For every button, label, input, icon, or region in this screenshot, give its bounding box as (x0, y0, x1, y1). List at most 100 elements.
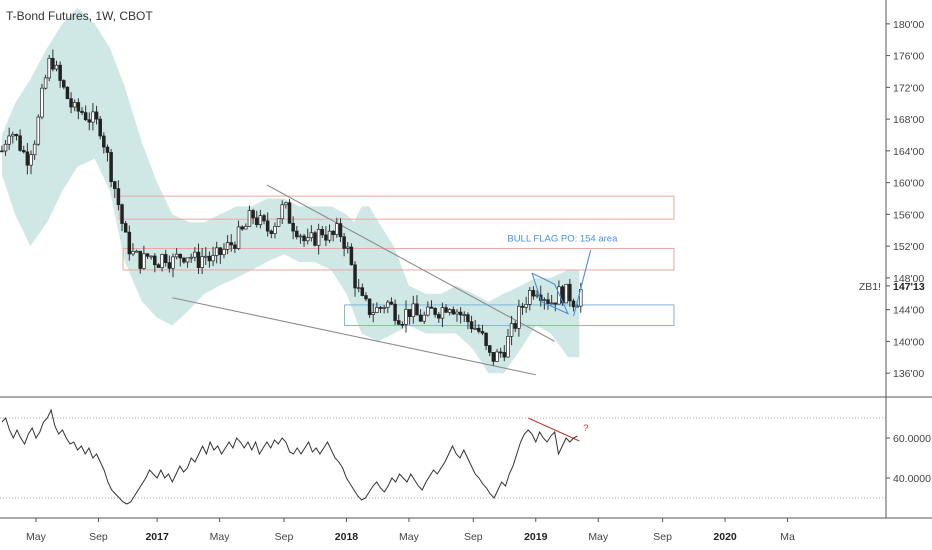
candle-42 (153, 253, 157, 273)
candle-body (411, 303, 416, 317)
candle-body (520, 305, 525, 308)
candle-113 (411, 295, 416, 324)
candle-body (123, 223, 128, 233)
rsi-tick-label: 60.0000 (893, 433, 931, 445)
time-tick-label: 2020 (713, 531, 737, 543)
candle-119 (433, 307, 437, 318)
candle-body (480, 331, 485, 334)
candle-57 (207, 251, 212, 268)
candle-68 (247, 205, 252, 227)
candle-body (356, 287, 361, 290)
candle-body (182, 257, 186, 263)
candle-body (240, 226, 244, 230)
candle-body (105, 146, 110, 153)
candle-body (313, 232, 317, 246)
candle-89 (324, 226, 328, 247)
candle-body (0, 150, 4, 153)
candle-body (342, 236, 346, 249)
candle-64 (233, 241, 237, 254)
candle-18 (65, 86, 70, 100)
candle-114 (415, 295, 419, 316)
candle-body (295, 230, 299, 238)
candle-106 (386, 300, 390, 314)
candle-body (386, 301, 390, 308)
candle-body (47, 57, 51, 79)
candle-126 (458, 307, 463, 324)
candle-body (509, 323, 514, 337)
candle-body (196, 251, 201, 268)
zone-1 (122, 248, 675, 271)
candle-47 (171, 253, 175, 278)
candle-156 (568, 278, 572, 307)
candle-147 (535, 290, 539, 299)
candle-body (531, 290, 536, 297)
candle-body (320, 229, 325, 236)
candle-143 (520, 302, 525, 315)
candle-body (163, 254, 168, 263)
candle-87 (316, 223, 321, 255)
last-price-label: 147'13 (893, 281, 925, 293)
candle-body (276, 218, 281, 227)
price-tick-label: 152'00 (893, 241, 924, 253)
trendline-2 (527, 417, 580, 442)
candle-body (171, 256, 175, 269)
candle-body (43, 77, 48, 89)
price-tick-label: 136'00 (893, 368, 924, 380)
candle-body (367, 298, 372, 315)
candle-body (244, 226, 248, 230)
candle-92 (335, 217, 339, 238)
candle-136 (495, 348, 499, 362)
candle-0 (0, 145, 4, 153)
candle-body (185, 257, 190, 263)
candle-body (364, 295, 368, 300)
candle-body (87, 119, 92, 123)
candle-body (265, 220, 270, 232)
candle-146 (531, 286, 536, 300)
candle-155 (564, 283, 568, 304)
candle-body (564, 283, 568, 304)
candle-body (193, 251, 197, 258)
candle-body (225, 242, 230, 250)
candle-body (346, 246, 350, 249)
candle-79 (287, 199, 292, 224)
candle-body (458, 311, 463, 316)
candle-body (134, 250, 139, 253)
candle-45 (163, 249, 168, 267)
candle-77 (280, 200, 284, 224)
price-tick-label: 148'00 (893, 273, 924, 285)
candle-128 (466, 312, 470, 330)
candle-body (83, 112, 88, 121)
candle-body (382, 307, 386, 309)
candle-78 (284, 201, 288, 209)
candle-80 (291, 216, 295, 240)
candle-5 (18, 129, 22, 152)
candle-139 (506, 329, 510, 358)
candle-65 (236, 220, 241, 251)
candle-29 (105, 144, 110, 162)
candle-122 (444, 304, 448, 314)
candle-body (396, 320, 401, 325)
candle-116 (422, 311, 426, 325)
bull-flag: BULL FLAG PO: 154 area (507, 233, 618, 317)
candle-body (437, 314, 441, 319)
candle-97 (353, 261, 357, 297)
candle-74 (269, 229, 274, 239)
candle-17 (62, 79, 66, 90)
candle-body (415, 303, 419, 316)
candle-body (102, 135, 106, 148)
candle-39 (142, 245, 146, 270)
candle-body (553, 302, 558, 305)
candle-body (422, 314, 426, 322)
candle-60 (218, 247, 223, 264)
candle-body (440, 307, 445, 319)
candle-body (298, 235, 303, 238)
candle-body (284, 202, 288, 206)
candle-58 (211, 246, 215, 267)
candle-34 (123, 221, 128, 233)
candle-124 (451, 306, 456, 315)
candle-body (62, 80, 66, 88)
candle-body (495, 351, 499, 362)
candle-body (218, 247, 223, 255)
price-pane: BULL FLAG PO: 154 area (0, 7, 675, 442)
